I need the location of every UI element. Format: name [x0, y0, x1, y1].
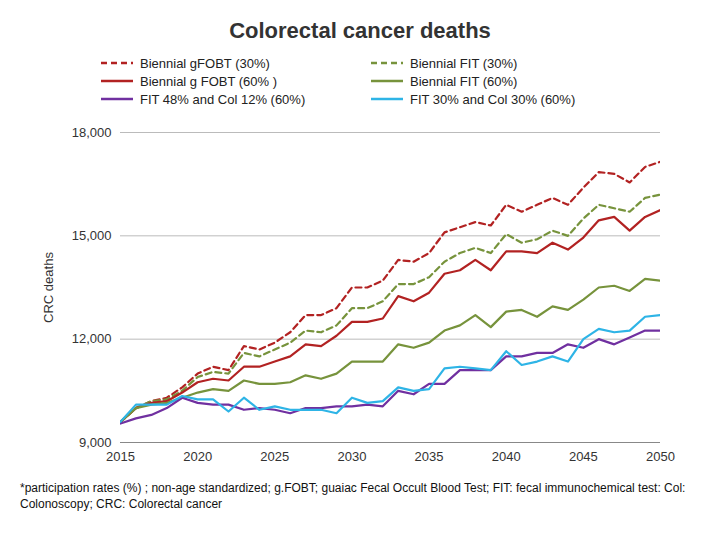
svg-text:2020: 2020 — [183, 449, 212, 464]
svg-text:CRC deaths: CRC deaths — [41, 252, 56, 323]
svg-text:2045: 2045 — [569, 449, 598, 464]
html-text:FIT 48% and Col 12% (60%): FIT 48% and Col 12% (60%) — [140, 91, 306, 107]
html-text:Biennial g FOBT (60% ): Biennial g FOBT (60% ) — [140, 73, 277, 89]
svg-text:2015: 2015 — [106, 449, 135, 464]
svg-text:15,000: 15,000 — [72, 228, 112, 243]
html-text:*participation rates (%) ; non: *participation rates (%) ; non-age stand… — [20, 481, 686, 511]
html-text:Biennial FIT (60%): Biennial FIT (60%) — [410, 73, 518, 89]
html-text:Colorectal cancer deaths: Colorectal cancer deaths — [229, 18, 491, 43]
svg-text:12,000: 12,000 — [72, 331, 112, 346]
html-text:Biennial gFOBT (30%): Biennial gFOBT (30%) — [140, 55, 270, 71]
svg-text:2035: 2035 — [415, 449, 444, 464]
html-text:Biennial FIT (30%): Biennial FIT (30%) — [410, 55, 518, 71]
svg-text:2040: 2040 — [492, 449, 521, 464]
svg-text:18,000: 18,000 — [72, 125, 112, 140]
svg-text:2050: 2050 — [646, 449, 675, 464]
html-text:FIT 30% and Col 30% (60%): FIT 30% and Col 30% (60%) — [410, 91, 576, 107]
svg-text:9,000: 9,000 — [79, 435, 112, 450]
svg-text:2025: 2025 — [260, 449, 289, 464]
svg-text:2030: 2030 — [337, 449, 366, 464]
